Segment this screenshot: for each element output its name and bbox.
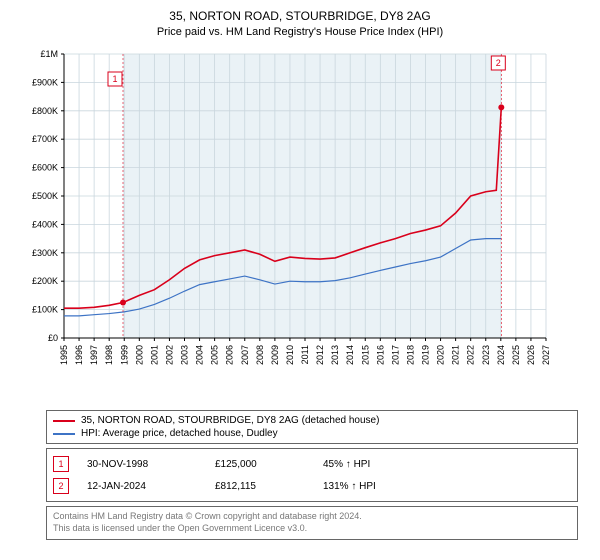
svg-text:2017: 2017: [390, 345, 400, 365]
svg-text:2012: 2012: [315, 345, 325, 365]
svg-text:2024: 2024: [496, 345, 506, 365]
svg-text:2009: 2009: [270, 345, 280, 365]
svg-text:2014: 2014: [345, 345, 355, 365]
sale-row: 1 30-NOV-1998 £125,000 45% ↑ HPI: [53, 453, 571, 475]
svg-text:2: 2: [496, 58, 501, 68]
chart-title-block: 35, NORTON ROAD, STOURBRIDGE, DY8 2AG Pr…: [10, 8, 590, 40]
sale-price: £812,115: [215, 481, 305, 492]
sale-index-badge: 1: [53, 456, 69, 472]
svg-text:2000: 2000: [134, 345, 144, 365]
svg-text:2021: 2021: [451, 345, 461, 365]
svg-text:1997: 1997: [89, 345, 99, 365]
legend: 35, NORTON ROAD, STOURBRIDGE, DY8 2AG (d…: [46, 410, 578, 444]
svg-text:2001: 2001: [149, 345, 159, 365]
sale-date: 30-NOV-1998: [87, 459, 197, 470]
chart-area: £0 £100K £200K £300K £400K £500K £600K £700K £80…: [10, 46, 570, 406]
sale-price: £125,000: [215, 459, 305, 470]
svg-text:£400K: £400K: [32, 220, 58, 230]
svg-text:2005: 2005: [210, 345, 220, 365]
legend-label: 35, NORTON ROAD, STOURBRIDGE, DY8 2AG (d…: [81, 415, 379, 426]
svg-text:£500K: £500K: [32, 191, 58, 201]
svg-text:2011: 2011: [300, 345, 310, 364]
svg-text:2018: 2018: [405, 345, 415, 365]
svg-text:2019: 2019: [421, 345, 431, 365]
svg-text:2004: 2004: [195, 345, 205, 365]
svg-text:2006: 2006: [225, 345, 235, 365]
legend-swatch: [53, 433, 75, 435]
svg-text:2025: 2025: [511, 345, 521, 365]
legend-label: HPI: Average price, detached house, Dudl…: [81, 428, 278, 439]
legend-row: HPI: Average price, detached house, Dudl…: [53, 427, 571, 440]
copyright-line2: This data is licensed under the Open Gov…: [53, 523, 571, 535]
svg-text:2022: 2022: [466, 345, 476, 365]
legend-row: 35, NORTON ROAD, STOURBRIDGE, DY8 2AG (d…: [53, 414, 571, 427]
chart-subtitle: Price paid vs. HM Land Registry's House …: [10, 25, 590, 40]
svg-text:1998: 1998: [104, 345, 114, 365]
svg-text:£700K: £700K: [32, 134, 58, 144]
svg-text:2015: 2015: [360, 345, 370, 365]
svg-text:£1M: £1M: [40, 49, 58, 59]
svg-text:2020: 2020: [436, 345, 446, 365]
chart-title: 35, NORTON ROAD, STOURBRIDGE, DY8 2AG: [10, 8, 590, 25]
svg-text:1999: 1999: [119, 345, 129, 365]
sale-index-badge: 2: [53, 478, 69, 494]
svg-text:2023: 2023: [481, 345, 491, 365]
svg-text:£600K: £600K: [32, 163, 58, 173]
svg-text:2016: 2016: [375, 345, 385, 365]
svg-text:2003: 2003: [180, 345, 190, 365]
svg-text:2002: 2002: [164, 345, 174, 365]
sale-delta: 45% ↑ HPI: [323, 459, 370, 470]
sale-date: 12-JAN-2024: [87, 481, 197, 492]
svg-text:1996: 1996: [74, 345, 84, 365]
svg-text:£100K: £100K: [32, 305, 58, 315]
svg-text:£200K: £200K: [32, 276, 58, 286]
sales-table: 1 30-NOV-1998 £125,000 45% ↑ HPI 2 12-JAN-202…: [46, 448, 578, 502]
sale-row: 2 12-JAN-2024 £812,115 131% ↑ HPI: [53, 475, 571, 497]
svg-text:£800K: £800K: [32, 106, 58, 116]
svg-text:£0: £0: [48, 333, 58, 343]
svg-text:2007: 2007: [240, 345, 250, 365]
svg-text:£300K: £300K: [32, 248, 58, 258]
svg-text:2013: 2013: [330, 345, 340, 365]
svg-text:1: 1: [112, 74, 117, 84]
copyright-line1: Contains HM Land Registry data © Crown c…: [53, 511, 571, 523]
svg-text:1995: 1995: [59, 345, 69, 365]
svg-text:£900K: £900K: [32, 78, 58, 88]
sale-delta: 131% ↑ HPI: [323, 481, 376, 492]
svg-text:2008: 2008: [255, 345, 265, 365]
svg-text:2027: 2027: [541, 345, 551, 365]
svg-text:2010: 2010: [285, 345, 295, 365]
svg-text:2026: 2026: [526, 345, 536, 365]
legend-swatch: [53, 420, 75, 422]
copyright-box: Contains HM Land Registry data © Crown c…: [46, 506, 578, 539]
